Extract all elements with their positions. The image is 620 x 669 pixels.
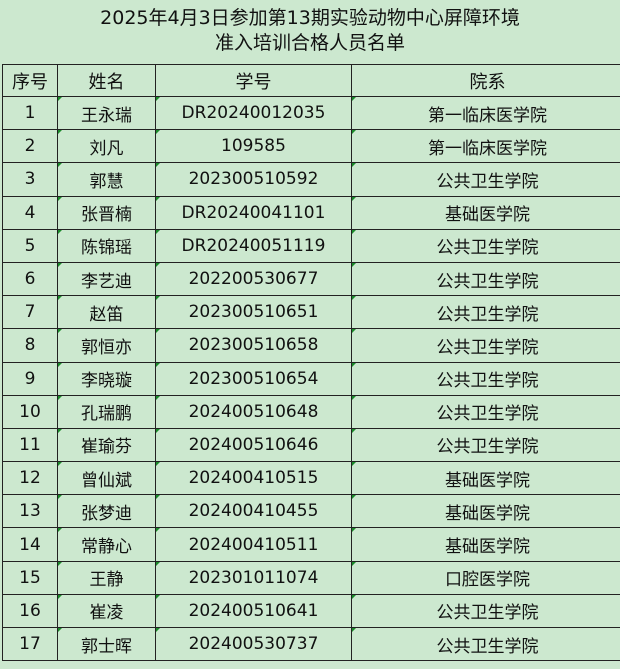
cell-department[interactable]: 公共卫生学院: [351, 626, 620, 662]
cell-name[interactable]: 常静心: [57, 527, 156, 562]
cell-student-id[interactable]: 202400510641: [155, 593, 352, 629]
table-row: 1 王永瑞 DR20240012035 第一临床医学院: [2, 95, 620, 131]
cell-index[interactable]: 4: [2, 195, 58, 230]
table-row: 9 李晓璇 202300510654 公共卫生学院: [2, 361, 620, 396]
cell-name[interactable]: 郭慧: [57, 162, 156, 197]
cell-index[interactable]: 3: [2, 162, 58, 197]
cell-department[interactable]: 基础医学院: [351, 527, 620, 562]
cell-student-id[interactable]: 202400510646: [155, 427, 352, 463]
cell-student-id[interactable]: 202400530737: [155, 626, 352, 662]
header-row: 序号 姓名 学号 院系: [2, 64, 620, 97]
cell-index[interactable]: 10: [2, 394, 58, 429]
header-student-id[interactable]: 学号: [155, 64, 352, 97]
table-row: 15 王静 202301011074 口腔医学院: [2, 560, 620, 595]
cell-department[interactable]: 公共卫生学院: [351, 394, 620, 429]
cell-index[interactable]: 12: [2, 461, 58, 496]
cell-student-id[interactable]: DR20240041101: [155, 195, 352, 230]
table-row: 5 陈锦瑶 DR20240051119 公共卫生学院: [2, 228, 620, 263]
cell-name[interactable]: 张晋楠: [57, 195, 156, 230]
table-row: 16 崔凌 202400510641 公共卫生学院: [2, 593, 620, 629]
cell-department[interactable]: 公共卫生学院: [351, 593, 620, 629]
roster-table: 序号 姓名 学号 院系 1 王永瑞 DR20240012035 第一临床医学院 2 刘凡 1…: [2, 64, 620, 662]
cell-index[interactable]: 2: [2, 129, 58, 164]
table-row: 11 崔瑜芬 202400510646 公共卫生学院: [2, 427, 620, 463]
cell-department[interactable]: 公共卫生学院: [351, 162, 620, 197]
cell-name[interactable]: 李晓璇: [57, 361, 156, 396]
cell-name[interactable]: 陈锦瑶: [57, 228, 156, 263]
cell-student-id[interactable]: DR20240012035: [155, 95, 352, 131]
cell-department[interactable]: 公共卫生学院: [351, 328, 620, 363]
cell-student-id[interactable]: DR20240051119: [155, 228, 352, 263]
cell-student-id[interactable]: 202400510648: [155, 394, 352, 429]
cell-department[interactable]: 基础医学院: [351, 461, 620, 496]
cell-student-id[interactable]: 109585: [155, 129, 352, 164]
cell-student-id[interactable]: 202300510592: [155, 162, 352, 197]
cell-index[interactable]: 13: [2, 494, 58, 529]
cell-name[interactable]: 孔瑞鹏: [57, 394, 156, 429]
header-department[interactable]: 院系: [351, 64, 620, 97]
cell-department[interactable]: 公共卫生学院: [351, 261, 620, 297]
table-row: 2 刘凡 109585 第一临床医学院: [2, 129, 620, 164]
cell-name[interactable]: 曾仙斌: [57, 461, 156, 496]
cell-index[interactable]: 9: [2, 361, 58, 396]
cell-index[interactable]: 15: [2, 560, 58, 595]
cell-department[interactable]: 公共卫生学院: [351, 427, 620, 463]
cell-index[interactable]: 17: [2, 626, 58, 662]
cell-name[interactable]: 郭恒亦: [57, 328, 156, 363]
table-row: 17 郭士晖 202400530737 公共卫生学院: [2, 626, 620, 662]
cell-name[interactable]: 张梦迪: [57, 494, 156, 529]
table-row: 3 郭慧 202300510592 公共卫生学院: [2, 162, 620, 197]
cell-department[interactable]: 基础医学院: [351, 494, 620, 529]
header-name[interactable]: 姓名: [57, 64, 156, 97]
cell-department[interactable]: 第一临床医学院: [351, 95, 620, 131]
cell-student-id[interactable]: 202200530677: [155, 261, 352, 297]
cell-index[interactable]: 11: [2, 427, 58, 463]
cell-student-id[interactable]: 202400410515: [155, 461, 352, 496]
cell-index[interactable]: 7: [2, 295, 58, 330]
cell-department[interactable]: 第一临床医学院: [351, 129, 620, 164]
cell-name[interactable]: 郭士晖: [57, 626, 156, 662]
cell-index[interactable]: 5: [2, 228, 58, 263]
table-row: 7 赵笛 202300510651 公共卫生学院: [2, 295, 620, 330]
cell-department[interactable]: 基础医学院: [351, 195, 620, 230]
cell-student-id[interactable]: 202301011074: [155, 560, 352, 595]
cell-student-id[interactable]: 202300510654: [155, 361, 352, 396]
cell-student-id[interactable]: 202400410455: [155, 494, 352, 529]
cell-name[interactable]: 王永瑞: [57, 95, 156, 131]
table-row: 12 曾仙斌 202400410515 基础医学院: [2, 461, 620, 496]
cell-index[interactable]: 1: [2, 95, 58, 131]
cell-department[interactable]: 口腔医学院: [351, 560, 620, 595]
cell-index[interactable]: 6: [2, 261, 58, 297]
table-row: 13 张梦迪 202400410455 基础医学院: [2, 494, 620, 529]
header-index[interactable]: 序号: [2, 64, 58, 97]
table-row: 8 郭恒亦 202300510658 公共卫生学院: [2, 328, 620, 363]
table-row: 4 张晋楠 DR20240041101 基础医学院: [2, 195, 620, 230]
cell-name[interactable]: 赵笛: [57, 295, 156, 330]
cell-name[interactable]: 刘凡: [57, 129, 156, 164]
cell-name[interactable]: 李艺迪: [57, 261, 156, 297]
document-title: 2025年4月3日参加第13期实验动物中心屏障环境 准入培训合格人员名单: [0, 0, 620, 65]
cell-index[interactable]: 16: [2, 593, 58, 629]
table-row: 10 孔瑞鹏 202400510648 公共卫生学院: [2, 394, 620, 429]
cell-name[interactable]: 崔凌: [57, 593, 156, 629]
table-row: 6 李艺迪 202200530677 公共卫生学院: [2, 261, 620, 297]
cell-index[interactable]: 8: [2, 328, 58, 363]
title-line-2: 准入培训合格人员名单: [214, 32, 405, 54]
cell-department[interactable]: 公共卫生学院: [351, 361, 620, 396]
cell-department[interactable]: 公共卫生学院: [351, 228, 620, 263]
table-row: 14 常静心 202400410511 基础医学院: [2, 527, 620, 562]
cell-student-id[interactable]: 202300510651: [155, 295, 352, 330]
cell-student-id[interactable]: 202400410511: [155, 527, 352, 562]
title-line-1: 2025年4月3日参加第13期实验动物中心屏障环境: [100, 7, 520, 29]
cell-student-id[interactable]: 202300510658: [155, 328, 352, 363]
cell-name[interactable]: 王静: [57, 560, 156, 595]
cell-name[interactable]: 崔瑜芬: [57, 427, 156, 463]
cell-department[interactable]: 公共卫生学院: [351, 295, 620, 330]
cell-index[interactable]: 14: [2, 527, 58, 562]
